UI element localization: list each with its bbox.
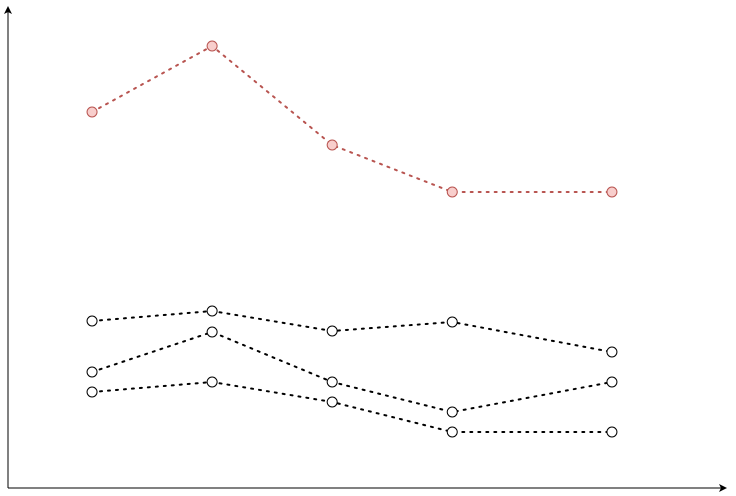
series-3-line: [91, 330, 613, 414]
series-4-point-5: [606, 426, 618, 438]
series-1-point-3: [326, 139, 338, 151]
series-1-point-1: [86, 106, 98, 118]
series-3-point-5: [606, 376, 618, 388]
series-2-point-4: [446, 316, 458, 328]
series-4-point-4: [446, 426, 458, 438]
series-2-point-2: [206, 305, 218, 317]
series-1-point-5: [606, 186, 618, 198]
series-4-line: [91, 380, 613, 433]
series-3-point-2: [206, 326, 218, 338]
series-2-point-3: [326, 325, 338, 337]
series-2-point-5: [606, 346, 618, 358]
series-1-point-2: [206, 40, 218, 52]
series-3-point-1: [86, 366, 98, 378]
series-1-point-4: [446, 186, 458, 198]
series-3-point-3: [326, 376, 338, 388]
series-1-line: [91, 44, 613, 193]
series-3-point-4: [446, 406, 458, 418]
series-4-point-3: [326, 396, 338, 408]
series-4-point-2: [206, 376, 218, 388]
series-2-point-1: [86, 315, 98, 327]
series-4-point-1: [86, 386, 98, 398]
